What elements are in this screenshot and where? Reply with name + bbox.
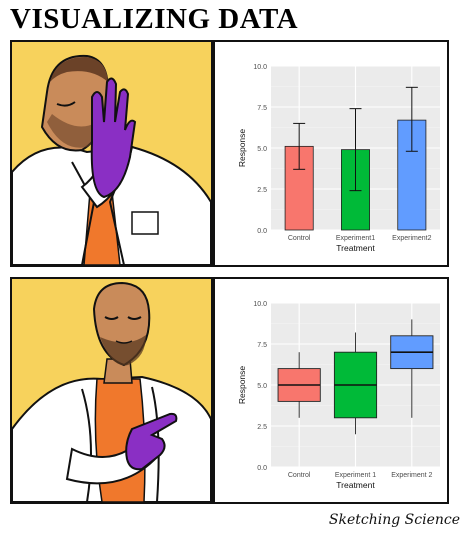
y-tick-label: 10.0 [253,64,267,71]
y-tick-label: 7.5 [257,342,267,349]
scientist-rejecting-illustration [12,54,211,265]
y-tick-label: 2.5 [257,187,267,194]
y-tick-label: 5.0 [257,146,267,153]
x-tick-label: Control [288,472,311,479]
y-tick-label: 0.0 [257,228,267,235]
y-tick-label: 5.0 [257,383,267,390]
y-tick-label: 7.5 [257,105,267,112]
purple-glove [125,412,178,471]
x-tick-label: Experiment 1 [335,472,376,479]
x-tick-label: Control [288,235,311,242]
x-axis-label: Treatment [336,480,375,490]
bar-chart: 0.0 2.5 5.0 7.5 10.0 Control Experiment1 Experi… [237,64,440,253]
page-title: VISUALIZING DATA [10,3,299,35]
scientist-approving-illustration [12,281,211,502]
y-axis-label: Response [237,366,247,405]
x-tick-label: Experiment1 [336,235,375,242]
x-axis-label: Treatment [336,243,375,253]
illustration-reject-panel [10,40,213,267]
illustration-approve-panel [10,277,213,504]
chart-panel-bottom: 0.0 2.5 5.0 7.5 10.0 Control Experiment 1 Exper… [213,277,449,504]
y-tick-label: 0.0 [257,465,267,472]
purple-glove [90,77,137,199]
credit-signature: Sketching Science [328,512,460,528]
box-plot-chart: 0.0 2.5 5.0 7.5 10.0 Control Experiment 1 Exper… [237,301,440,490]
chart-panel-top: 0.0 2.5 5.0 7.5 10.0 Control Experiment1 Experi… [213,40,449,267]
y-tick-label: 10.0 [253,301,267,308]
x-tick-label: Experiment 2 [391,472,432,479]
y-tick-label: 2.5 [257,424,267,431]
x-tick-label: Experiment2 [392,235,431,242]
y-axis-label: Response [237,129,247,168]
